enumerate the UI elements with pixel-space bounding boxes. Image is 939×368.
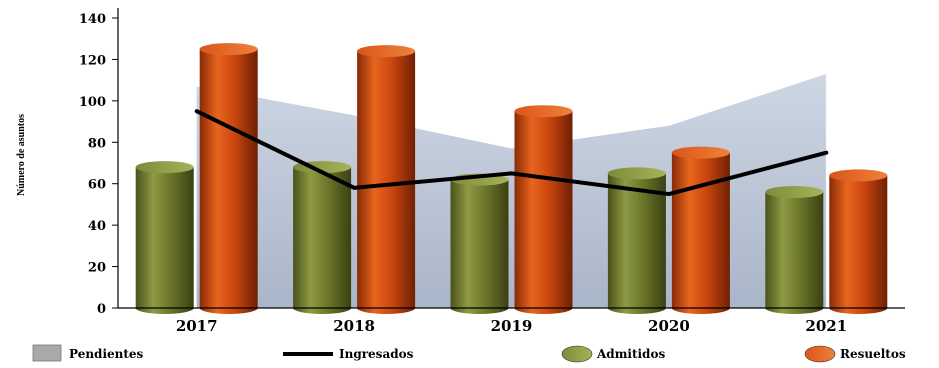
y-tick-label: 60 — [88, 178, 106, 193]
bar-top — [199, 43, 258, 56]
legend-item-ingresados: Ingresados — [283, 347, 414, 361]
resueltos-bar-2019 — [514, 105, 573, 314]
y-tick-label: 0 — [97, 302, 106, 317]
bar-body — [357, 51, 416, 315]
y-axis-label: Número de asuntos — [16, 114, 27, 196]
bar-body — [829, 175, 888, 314]
pendientes-area-shape — [196, 73, 827, 308]
bar-body — [450, 179, 509, 314]
admitidos-bar-2020 — [607, 167, 666, 314]
bar-top — [607, 167, 666, 180]
bar-body — [671, 152, 730, 314]
ingresados-polyline — [194, 109, 829, 197]
ingresados-line — [194, 109, 829, 197]
legend-swatch — [561, 345, 593, 363]
resueltos-bar-2017 — [199, 43, 258, 314]
legend-item-pendientes: Pendientes — [32, 344, 144, 362]
bar-top — [765, 186, 824, 198]
x-tick-label: 2017 — [176, 317, 218, 335]
pendientes-area — [196, 73, 827, 308]
bar-body — [135, 167, 194, 314]
bars — [135, 43, 888, 315]
y-tick-label: 40 — [88, 219, 106, 234]
legend-label: Ingresados — [339, 347, 414, 361]
resueltos-bar-2018 — [357, 45, 416, 315]
bar-top — [135, 161, 194, 174]
x-tick-label: 2018 — [333, 317, 375, 335]
legend-label: Admitidos — [596, 347, 665, 361]
bar-body — [199, 49, 258, 314]
legend-label: Pendientes — [69, 347, 144, 361]
x-tick-label: 2020 — [648, 317, 690, 335]
x-axis-labels: 2017 2018 2019 2020 2021 — [176, 317, 847, 335]
x-tick-label: 2021 — [805, 317, 847, 335]
resueltos-bar-2021 — [829, 169, 888, 314]
bar-body — [293, 167, 352, 314]
resueltos-bar-2020 — [671, 146, 730, 314]
y-axis-ticks: 0 20 40 60 80 100 120 140 — [79, 12, 118, 317]
y-tick-label: 140 — [79, 12, 106, 27]
legend-swatch — [804, 345, 836, 363]
bar-body — [765, 192, 824, 314]
bar-body — [607, 173, 666, 314]
legend-item-admitidos: Admitidos — [561, 345, 665, 363]
legend: Pendientes Ingresados Admitidos Resueltos — [32, 344, 906, 363]
bar-body — [514, 111, 573, 314]
y-tick-label: 20 — [88, 261, 106, 276]
admitidos-bar-2017 — [135, 161, 194, 314]
bar-top — [671, 146, 730, 159]
legend-label: Resueltos — [840, 347, 906, 361]
legend-swatch — [32, 344, 62, 362]
admitidos-bar-2021 — [765, 186, 824, 314]
axes — [117, 8, 905, 309]
y-tick-label: 120 — [79, 53, 106, 68]
x-tick-label: 2019 — [491, 317, 533, 335]
legend-item-resueltos: Resueltos — [804, 345, 906, 363]
y-tick-label: 100 — [79, 95, 106, 110]
bar-top — [357, 45, 416, 58]
bar-top — [514, 105, 573, 118]
admitidos-bar-2019 — [450, 173, 509, 314]
bar-top — [829, 169, 888, 182]
y-tick-label: 80 — [88, 136, 106, 151]
